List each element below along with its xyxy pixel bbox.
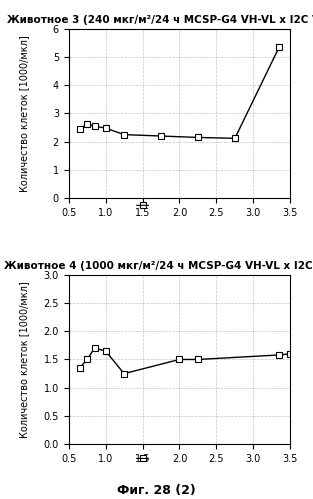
Text: Фиг. 28 (2): Фиг. 28 (2) [117, 484, 196, 497]
Title: Животное 4 (1000 мкг/м²/24 ч MCSP-G4 VH-VL x I2C VH-VL): Животное 4 (1000 мкг/м²/24 ч MCSP-G4 VH-… [3, 261, 313, 271]
Y-axis label: Количество клеток [1000/мкл]: Количество клеток [1000/мкл] [19, 281, 29, 438]
Y-axis label: Количество клеток [1000/мкл]: Количество клеток [1000/мкл] [19, 35, 29, 192]
Title: Животное 3 (240 мкг/м²/24 ч MCSP-G4 VH-VL x I2C VH-VL): Животное 3 (240 мкг/м²/24 ч MCSP-G4 VH-V… [7, 15, 313, 25]
